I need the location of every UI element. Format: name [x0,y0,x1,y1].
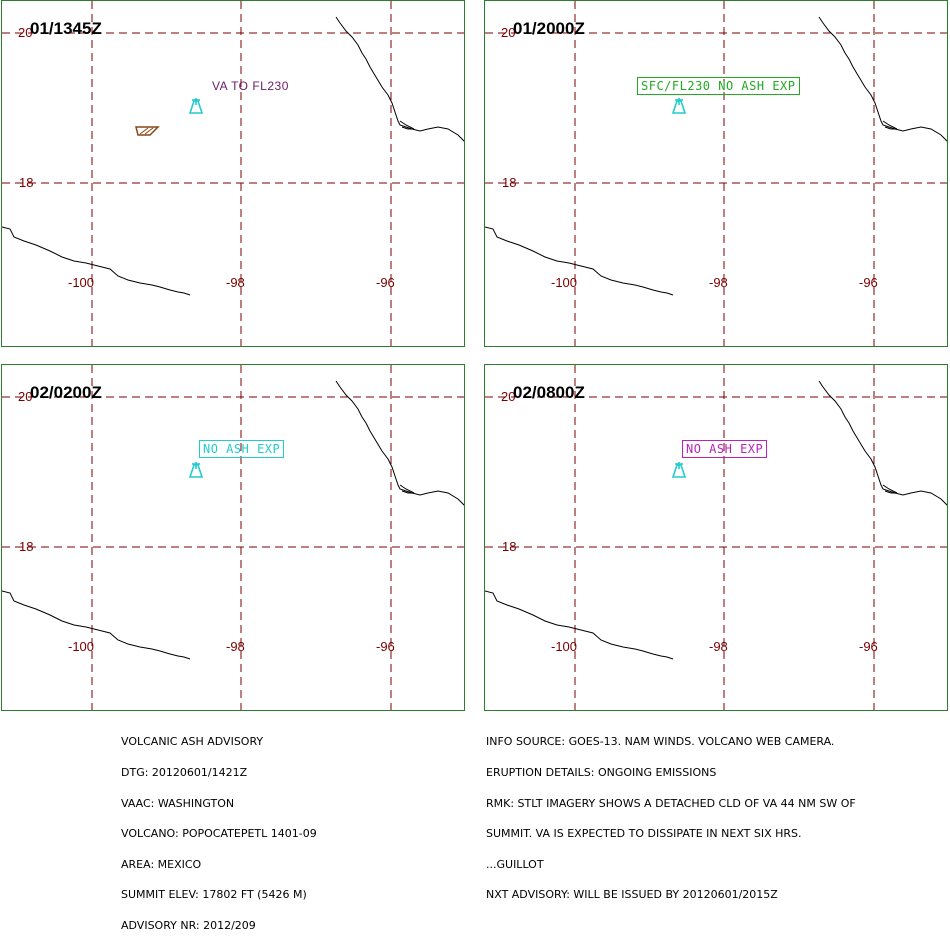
volcano-icon [188,462,204,478]
coastline-gulf [818,16,947,142]
lat-label-18: 18 [19,539,34,554]
ash-label: NO ASH EXP [199,440,285,458]
coastline-gulf-detail [399,120,415,130]
advisory-line: ERUPTION DETAILS: ONGOING EMISSIONS [486,766,717,780]
lon-label-100: -100 [68,639,95,654]
advisory-line: NXT ADVISORY: WILL BE ISSUED BY 20120601… [486,888,778,902]
panel-time: 01/2000Z [513,19,585,38]
coastline-gulf [335,16,464,142]
graticule [2,1,464,346]
map-canvas [2,1,464,346]
coastline-gulf [818,380,947,506]
ash-label: VA TO FL230 [212,79,289,93]
ash-label: NO ASH EXP [682,440,768,458]
forecast-panel-4: 20 18 -100 -98 -96 02/0800Z NO ASH EXP [484,364,948,711]
advisory-line: VOLCANO: POPOCATEPETL 1401-09 [121,827,317,841]
forecast-panel-1: 20 18 -100 -98 -96 01/1345Z VA TO FL230 [1,0,465,347]
lon-label-100: -100 [551,639,578,654]
lat-label-18: 18 [502,175,517,190]
volcano-icon [671,98,687,114]
lat-label-20: 20 [18,25,33,40]
lat-label-20: 20 [501,25,516,40]
advisory-line: INFO SOURCE: GOES-13. NAM WINDS. VOLCANO… [486,735,835,749]
graticule [485,1,947,346]
advisory-line: SUMMIT ELEV: 17802 FT (5426 M) [121,888,307,902]
coastline-pacific [485,226,674,296]
lat-label-20: 20 [18,389,33,404]
advisory-line: AREA: MEXICO [121,857,202,871]
map-canvas [485,1,947,346]
advisory-line: SUMMIT. VA IS EXPECTED TO DISSIPATE IN N… [486,827,802,841]
lon-label-100: -100 [551,275,578,290]
coastline-pacific [485,590,674,660]
coastline-pacific [2,226,191,296]
advisory-line: ADVISORY NR: 2012/209 [121,919,256,933]
panel-time: 02/0200Z [30,383,102,402]
lon-label-98: -98 [226,275,245,290]
lon-label-98: -98 [226,639,245,654]
graticule [485,365,947,710]
coastline-pacific [2,590,191,660]
lon-label-96: -96 [859,275,878,290]
advisory-line: DTG: 20120601/1421Z [121,766,248,780]
volcano-icon [671,462,687,478]
ash-label: SFC/FL230 NO ASH EXP [637,77,800,95]
map-canvas [2,365,464,710]
ash-polygon [135,126,160,136]
lon-label-98: -98 [709,639,728,654]
advisory-line: ...GUILLOT [486,857,544,871]
lat-label-18: 18 [502,539,517,554]
lon-label-98: -98 [709,275,728,290]
advisory-details-block: INFO SOURCE: GOES-13. NAM WINDS. VOLCANO… [486,717,856,911]
forecast-panel-3: 20 18 -100 -98 -96 02/0200Z NO ASH EXP [1,364,465,711]
coastline-gulf [335,380,464,506]
lon-label-96: -96 [859,639,878,654]
lat-label-20: 20 [501,389,516,404]
graticule [2,365,464,710]
panel-time: 02/0800Z [513,383,585,402]
advisory-line: VOLCANIC ASH ADVISORY [121,735,264,749]
lon-label-96: -96 [376,275,395,290]
forecast-panel-2: 20 18 -100 -98 -96 01/2000Z SFC/FL230 NO… [484,0,948,347]
volcano-icon [188,98,204,114]
lon-label-100: -100 [68,275,95,290]
map-canvas [485,365,947,710]
lat-label-18: 18 [19,175,34,190]
advisory-line: VAAC: WASHINGTON [121,796,235,810]
lon-label-96: -96 [376,639,395,654]
advisory-header-block: VOLCANIC ASH ADVISORY DTG: 20120601/1421… [121,717,317,941]
advisory-line: RMK: STLT IMAGERY SHOWS A DETACHED CLD O… [486,796,856,810]
panel-time: 01/1345Z [30,19,102,38]
